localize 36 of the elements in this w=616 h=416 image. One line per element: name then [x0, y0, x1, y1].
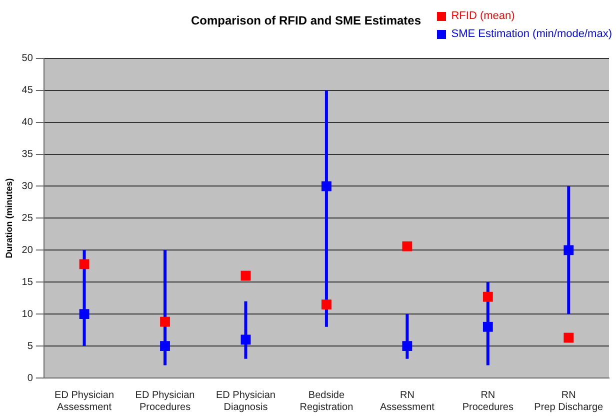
x-tick-label: RN Prep Discharge	[534, 390, 604, 413]
legend-label: RFID (mean)	[451, 10, 515, 22]
point	[402, 341, 412, 351]
y-axis-title: Duration (minutes)	[4, 178, 14, 258]
y-tick-label: 15	[22, 276, 34, 288]
point	[240, 270, 251, 281]
y-tick-label: 25	[22, 212, 34, 224]
point	[402, 241, 412, 252]
x-tick-label: ED Physician Assessment	[54, 390, 114, 413]
point	[322, 300, 332, 310]
point	[79, 259, 90, 270]
point	[322, 181, 332, 192]
y-tick-label: 20	[22, 244, 34, 256]
point	[240, 334, 251, 345]
y-tick-label: 10	[22, 308, 34, 320]
y-tick-label: 45	[22, 85, 34, 96]
legend-label: SME Estimation (min/mode/max)	[451, 28, 612, 40]
y-tick-label: 0	[27, 372, 34, 384]
x-tick-label: ED Physician Procedures	[135, 390, 195, 413]
point	[564, 245, 574, 256]
point	[160, 341, 170, 351]
x-tick-label: RN Assessment	[380, 390, 435, 413]
y-tick-label: 35	[22, 149, 34, 160]
x-tick-label: Bedside Registration	[300, 390, 354, 413]
point	[79, 309, 90, 320]
point	[482, 292, 493, 302]
y-tick-label: 40	[22, 117, 34, 128]
x-tick-label: RN Procedures	[462, 390, 514, 413]
point	[564, 332, 574, 343]
x-tick-label: ED Physician Diagnosis	[216, 390, 276, 413]
point	[160, 316, 170, 327]
chart-title: Comparison of RFID and SME Estimates	[190, 14, 422, 28]
y-tick-label: 50	[22, 53, 34, 64]
point	[482, 322, 493, 332]
y-tick-label: 30	[22, 180, 34, 192]
y-tick-label: 5	[27, 340, 34, 352]
